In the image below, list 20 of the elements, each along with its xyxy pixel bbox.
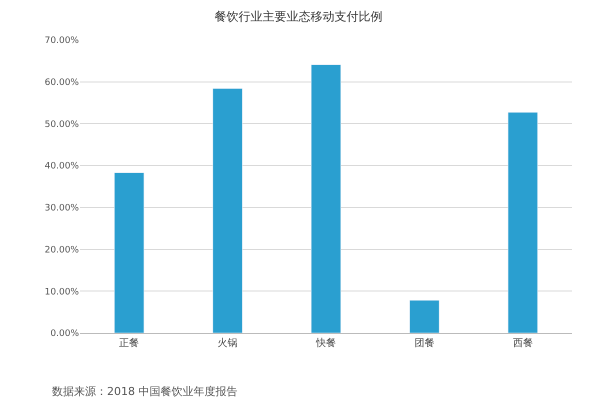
y-tick-label: 60.00% bbox=[44, 78, 80, 88]
bar bbox=[310, 64, 342, 333]
x-tick-label: 快餐 bbox=[315, 337, 336, 349]
y-tick-label: 40.00% bbox=[44, 162, 80, 172]
y-tick-label: 20.00% bbox=[44, 245, 80, 256]
bar bbox=[409, 300, 440, 333]
bar bbox=[212, 88, 243, 333]
x-tick-label: 火锅 bbox=[218, 337, 238, 349]
y-tick-label: 0.00% bbox=[50, 329, 80, 340]
x-tick-label: 团餐 bbox=[414, 337, 434, 349]
y-tick-label: 10.00% bbox=[44, 287, 80, 298]
source-note: 数据来源：2018 中国餐饮业年度报告 bbox=[52, 385, 238, 398]
y-tick-label: 50.00% bbox=[44, 120, 80, 130]
bar bbox=[114, 172, 144, 333]
x-tick-label: 西餐 bbox=[512, 337, 533, 349]
x-tick-label: 正餐 bbox=[119, 337, 140, 349]
y-tick-label: 70.00% bbox=[44, 36, 80, 46]
y-tick-label: 30.00% bbox=[44, 204, 80, 214]
bar bbox=[508, 112, 538, 333]
chart-title: 餐饮行业主要业态移动支付比例 bbox=[214, 9, 382, 24]
